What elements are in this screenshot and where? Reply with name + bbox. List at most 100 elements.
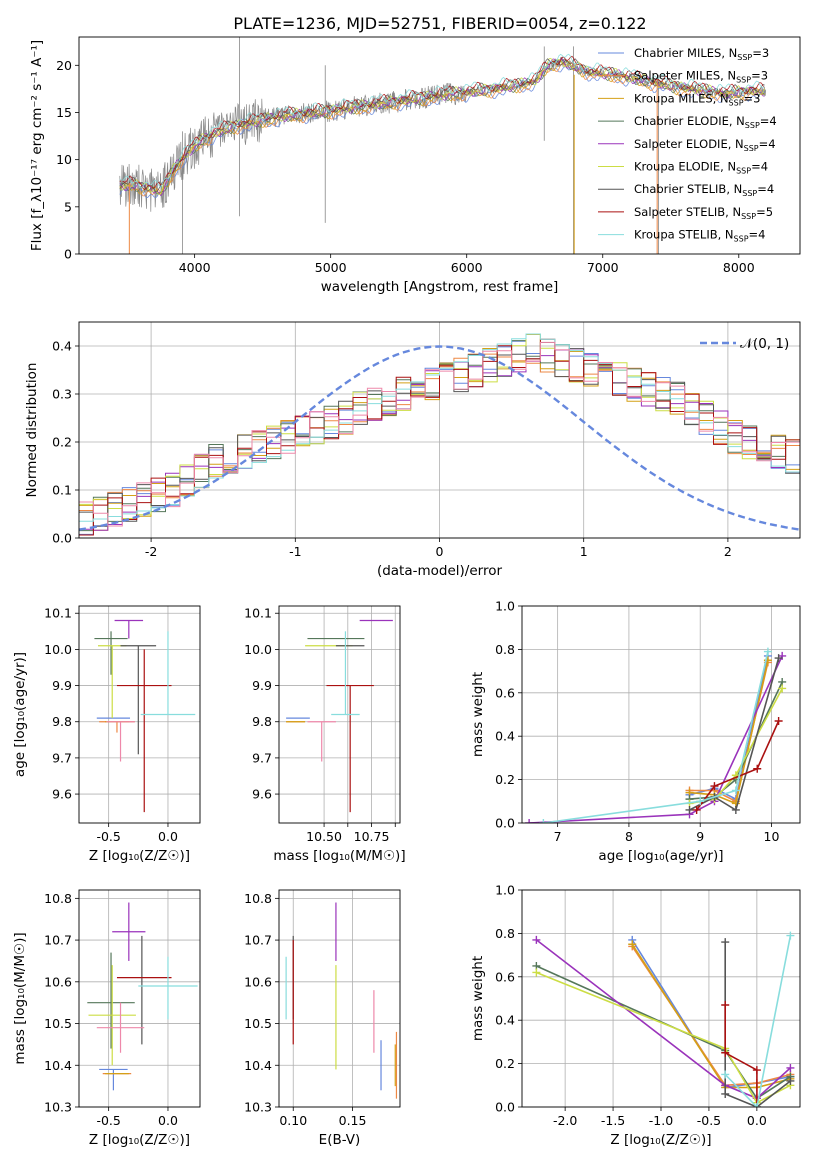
y-tick-label: 9.6 — [52, 787, 72, 802]
y-tick-label: 15 — [56, 105, 72, 120]
plus-marker — [692, 805, 701, 814]
errorbar-point — [87, 952, 135, 1049]
x-tick-label: 7000 — [587, 260, 619, 275]
x-tick-label: 1 — [580, 544, 588, 559]
errorbar-point — [120, 645, 157, 755]
x-tick-label: -2.0 — [553, 1113, 577, 1128]
legend-entry: 𝒩(0, 1) — [740, 336, 789, 352]
mass-weight-line — [529, 655, 783, 823]
plus-marker — [774, 717, 783, 726]
y-tick-label: 9.6 — [252, 787, 272, 802]
residuals-panel: -2 -1 0 1 2 0.0 0.1 0.2 0.3 0.4 (data-model)/error… — [24, 321, 801, 579]
y-tick-label: 10 — [56, 152, 72, 167]
x-tick-label: 0.10 — [279, 1113, 307, 1128]
plus-marker — [532, 968, 541, 977]
mass_weight_vs_Z-frame — [521, 889, 801, 1108]
y-tick-label: 0.8 — [495, 642, 515, 657]
y-tick-label: 0.3 — [52, 387, 72, 402]
plus-marker — [786, 1076, 795, 1085]
errorbar-point — [140, 631, 196, 716]
y-tick-label: 10.7 — [244, 933, 272, 948]
mass-weight-line — [631, 939, 791, 1089]
age_vs_Z-frame — [78, 605, 201, 824]
y-tick-label: 10.0 — [44, 642, 72, 657]
x-tick-label: 10.50 — [306, 829, 342, 844]
plus-marker — [721, 938, 730, 947]
spectrum-frame — [78, 36, 801, 255]
plus-marker — [710, 782, 719, 791]
x-axis-label: Z [log₁₀(Z/Z☉)] — [89, 848, 190, 864]
plus-marker — [685, 805, 694, 814]
y-axis-label: mass weight — [470, 956, 486, 1041]
mass-weight-series — [721, 1001, 761, 1107]
mass_vs_Z-panel: -0.5 0.0 10.3 10.4 10.5 10.6 10.7 10.8 Z [log₁₀(… — [12, 889, 201, 1148]
plus-marker — [778, 684, 787, 693]
x-tick-label: 0.0 — [158, 1113, 178, 1128]
mass-weight-series — [721, 931, 795, 1107]
spectrum-plot-area — [119, 37, 767, 254]
age_vs_mass-frame — [278, 605, 401, 824]
errorbar-point — [106, 721, 135, 762]
plus-marker — [763, 647, 772, 656]
x-tick-label: -1.0 — [649, 1113, 673, 1128]
y-tick-label: 1.0 — [495, 883, 515, 898]
y-tick-label: 0.2 — [495, 1056, 515, 1071]
errorbar-point — [326, 684, 374, 813]
y-tick-label: 0.4 — [52, 339, 72, 354]
legend-entry: Kroupa STELIB, NSSP=4 — [634, 228, 765, 244]
y-tick-label: 10.3 — [44, 1100, 72, 1115]
y-tick-label: 20 — [56, 58, 72, 73]
mass_vs_Z-plot-area — [87, 902, 198, 1091]
y-tick-label: 0.2 — [52, 435, 72, 450]
x-tick-label: -1 — [289, 544, 301, 559]
y-tick-label: 10.8 — [44, 891, 72, 906]
x-tick-label: 10 — [764, 829, 780, 844]
legend-entry: Salpeter MILES, NSSP=3 — [634, 69, 768, 85]
y-tick-label: 10.1 — [44, 606, 72, 621]
errorbar-point — [116, 649, 172, 813]
residual-histogram-step — [79, 341, 800, 527]
y-tick-label: 0.0 — [52, 531, 72, 546]
spectrum-panel: 4000 5000 6000 7000 8000 0 5 10 15 20 wavelength [… — [29, 36, 801, 295]
legend-entry: Salpeter STELIB, NSSP=5 — [634, 205, 773, 221]
mass_vs_ebv-panel: 0.10 0.15 10.3 10.4 10.5 10.6 10.7 10.8 E(B-V) — [244, 889, 401, 1148]
x-tick-label: 7 — [554, 829, 562, 844]
errorbar-point — [88, 965, 136, 1066]
y-tick-label: 1.0 — [495, 599, 515, 614]
plus-marker — [774, 654, 783, 663]
y-axis-label: Flux [f_λ10⁻¹⁷ erg cm⁻² s⁻¹ A⁻¹] — [29, 40, 45, 251]
mass-weight-series — [692, 717, 783, 814]
y-axis-label: age [log₁₀(age/yr)] — [12, 652, 28, 777]
y-tick-label: 10.0 — [244, 642, 272, 657]
x-tick-label: 0.0 — [158, 829, 178, 844]
plus-marker — [525, 819, 534, 823]
mass-weight-line — [543, 651, 769, 823]
x-tick-label: 0.15 — [339, 1113, 367, 1128]
age_vs_Z-plot-area — [94, 619, 196, 813]
errorbar-point — [112, 902, 146, 961]
errorbar-point — [99, 1068, 128, 1091]
errorbar-point — [138, 956, 198, 1020]
mass-weight-line — [724, 1005, 758, 1107]
y-tick-label: 9.7 — [252, 750, 272, 765]
mass_weight_vs_age-frame — [521, 605, 801, 824]
legend-entry: Kroupa ELODIE, NSSP=4 — [634, 160, 768, 176]
model-spectrum-line — [119, 55, 765, 191]
y-tick-label: 5 — [64, 199, 72, 214]
mass_weight_vs_Z-plot-area — [532, 931, 795, 1107]
plus-marker — [721, 1089, 730, 1098]
y-tick-label: 9.8 — [252, 714, 272, 729]
y-tick-label: 10.3 — [244, 1100, 272, 1115]
legend-entry: Salpeter ELODIE, NSSP=4 — [634, 137, 776, 153]
y-tick-label: 10.6 — [244, 974, 272, 989]
x-tick-label: 8 — [625, 829, 633, 844]
plus-marker — [752, 1103, 761, 1107]
y-tick-label: 0.0 — [495, 1100, 515, 1115]
y-tick-label: 0 — [64, 247, 72, 262]
y-tick-label: 9.7 — [52, 750, 72, 765]
plus-marker — [532, 935, 541, 944]
x-tick-label: -0.5 — [697, 1113, 721, 1128]
x-axis-label: Z [log₁₀(Z/Z☉)] — [610, 1132, 711, 1148]
x-tick-label: 4000 — [179, 260, 211, 275]
